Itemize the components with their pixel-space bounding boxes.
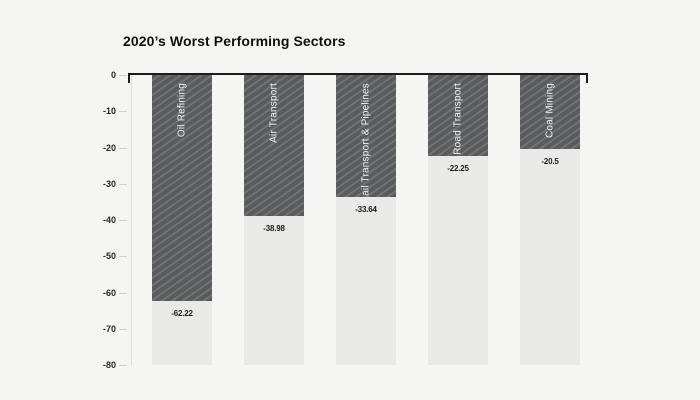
bar-category-label: Air Transport — [268, 83, 280, 143]
chart-title: 2020’s Worst Performing Sectors — [123, 33, 346, 49]
y-tick-label: -20 — [102, 142, 116, 153]
bar-column: Air Transport -38.98 — [244, 75, 304, 365]
y-tick-mark — [119, 365, 127, 366]
bar-column: Rail Transport & Pipelines -33.64 — [336, 75, 396, 365]
bar-category-label: Coal Mining — [544, 83, 556, 139]
axis-right-cap — [586, 73, 588, 83]
bar-value-label: -20.5 — [541, 157, 559, 166]
plot-area: 0 -10 -20 -30 -40 -50 -60 -70 -80 Oil Refining -6… — [103, 70, 588, 370]
y-tick-label: -30 — [102, 178, 116, 189]
y-tick-mark — [119, 147, 127, 149]
y-tick-label: -70 — [102, 323, 116, 334]
bar: Rail Transport & Pipelines — [336, 75, 396, 203]
bar-value-label: -33.64 — [355, 205, 377, 214]
y-tick-mark — [119, 183, 127, 185]
bar-value-label: -22.25 — [447, 164, 469, 173]
y-tick-mark — [119, 75, 127, 76]
x-axis-zero-line — [128, 73, 588, 75]
y-tick-label: -10 — [102, 106, 116, 117]
y-tick-label: -60 — [102, 287, 116, 298]
bar-column: Coal Mining -20.5 — [520, 75, 580, 365]
bar-value-label: -38.98 — [263, 224, 285, 233]
bar: Road Transport — [428, 75, 488, 156]
y-tick-mark — [119, 220, 127, 221]
y-tick-label: 0 — [110, 70, 116, 80]
bar: Coal Mining — [520, 75, 580, 149]
y-tick-mark — [119, 111, 127, 113]
bar-column: Road Transport -22.25 — [428, 75, 488, 365]
y-tick-label: -80 — [102, 360, 116, 370]
bar-value-label: -62.22 — [171, 309, 193, 318]
bar-column: Oil Refining -62.22 — [152, 75, 212, 365]
y-tick-mark — [119, 292, 127, 294]
bar: Air Transport — [244, 75, 304, 216]
bar-category-label: Oil Refining — [176, 83, 188, 138]
bar: Oil Refining — [152, 75, 212, 301]
bar-category-label: Rail Transport & Pipelines — [360, 83, 372, 204]
bar-category-label: Road Transport — [452, 83, 464, 155]
y-tick-mark — [119, 328, 127, 330]
y-tick-mark — [119, 256, 127, 258]
y-tick-label: -40 — [102, 215, 116, 225]
y-axis-line — [131, 75, 132, 365]
axis-left-cap — [128, 73, 130, 83]
y-tick-label: -50 — [102, 251, 116, 262]
